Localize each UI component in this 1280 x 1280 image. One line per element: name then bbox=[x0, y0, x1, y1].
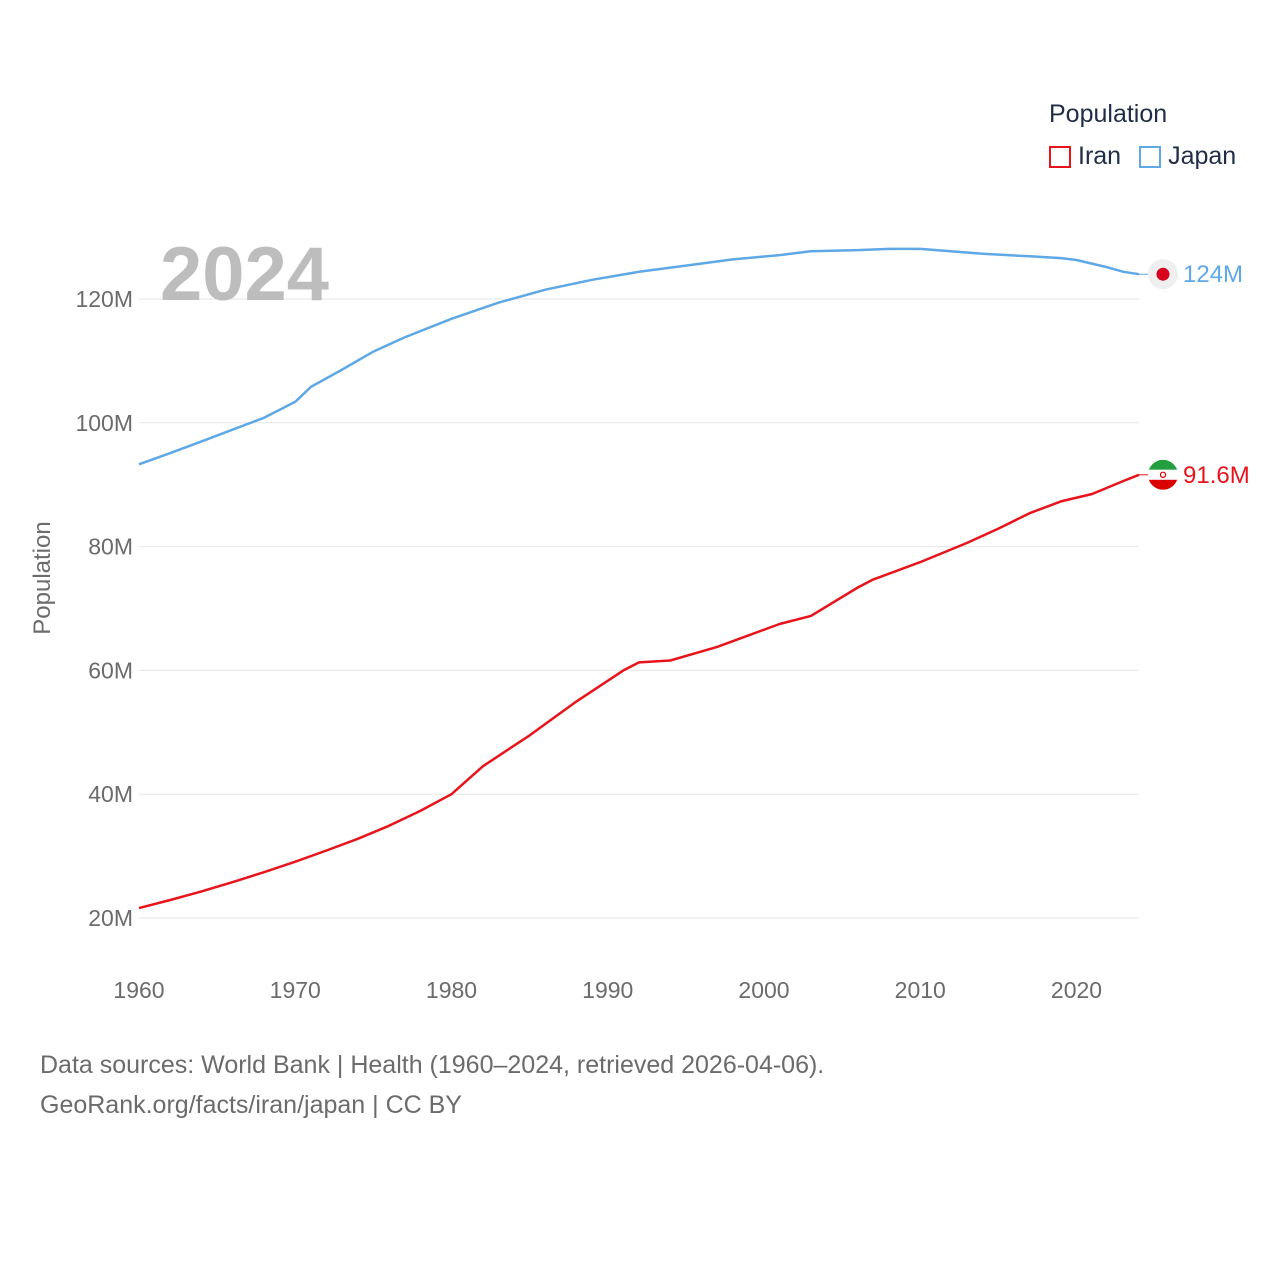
y-tick-20M: 20M bbox=[88, 905, 133, 931]
population-line-chart: 20M 40M 60M 80M 100M 120M 1960 1970 1980 1990 200… bbox=[29, 232, 1250, 1003]
y-tick-40M: 40M bbox=[88, 781, 133, 807]
legend-item-iran[interactable]: Iran bbox=[1049, 142, 1121, 171]
iran-flag-green bbox=[1148, 459, 1178, 470]
y-tick-80M: 80M bbox=[88, 534, 133, 560]
x-tick-1990: 1990 bbox=[582, 977, 633, 1003]
legend-label-iran: Iran bbox=[1078, 142, 1122, 170]
iran-flag-red bbox=[1148, 479, 1178, 490]
x-tick-2000: 2000 bbox=[738, 977, 789, 1003]
source-line-2[interactable]: GeoRank.org/facts/iran/japan | CC BY bbox=[40, 1091, 462, 1119]
y-axis-label: Population bbox=[29, 521, 56, 634]
x-tick-2020: 2020 bbox=[1051, 977, 1102, 1003]
series-line-japan[interactable] bbox=[138, 247, 1140, 466]
legend-item-japan[interactable]: Japan bbox=[1139, 142, 1236, 171]
legend-title: Population bbox=[1049, 100, 1168, 128]
series-line-iran[interactable] bbox=[138, 473, 1140, 910]
y-tick-60M: 60M bbox=[88, 657, 133, 683]
source-note: Data sources: World Bank | Health (1960–… bbox=[40, 1045, 824, 1125]
legend-swatch-iran bbox=[1049, 145, 1071, 168]
x-tick-1980: 1980 bbox=[426, 977, 477, 1003]
legend-label-japan: Japan bbox=[1168, 142, 1237, 170]
iran-flag-white bbox=[1148, 469, 1178, 480]
iran-flag-icon bbox=[1148, 459, 1178, 490]
y-tick-120M: 120M bbox=[75, 286, 133, 312]
source-line-1: Data sources: World Bank | Health (1960–… bbox=[40, 1051, 825, 1079]
year-watermark: 2024 bbox=[160, 232, 329, 317]
y-tick-100M: 100M bbox=[75, 410, 133, 436]
y-axis-ticks: 20M 40M 60M 80M 100M 120M bbox=[75, 286, 133, 931]
legend-swatch-japan bbox=[1139, 145, 1162, 168]
x-tick-1960: 1960 bbox=[113, 977, 164, 1003]
series-lines bbox=[138, 247, 1140, 910]
series-end-markers: 91.6M 124M bbox=[1139, 259, 1250, 490]
x-tick-2010: 2010 bbox=[895, 977, 946, 1003]
legend: Iran Japan bbox=[1049, 142, 1254, 171]
x-tick-1970: 1970 bbox=[270, 977, 321, 1003]
x-axis-ticks: 1960 1970 1980 1990 2000 2010 2020 bbox=[113, 977, 1102, 1003]
japan-flag-icon bbox=[1148, 259, 1178, 290]
end-label-japan: 124M bbox=[1183, 261, 1243, 288]
end-label-iran: 91.6M bbox=[1183, 462, 1250, 489]
japan-flag-sun bbox=[1156, 267, 1170, 281]
grid-lines bbox=[139, 298, 1139, 919]
iran-flag-emblem bbox=[1159, 471, 1167, 478]
